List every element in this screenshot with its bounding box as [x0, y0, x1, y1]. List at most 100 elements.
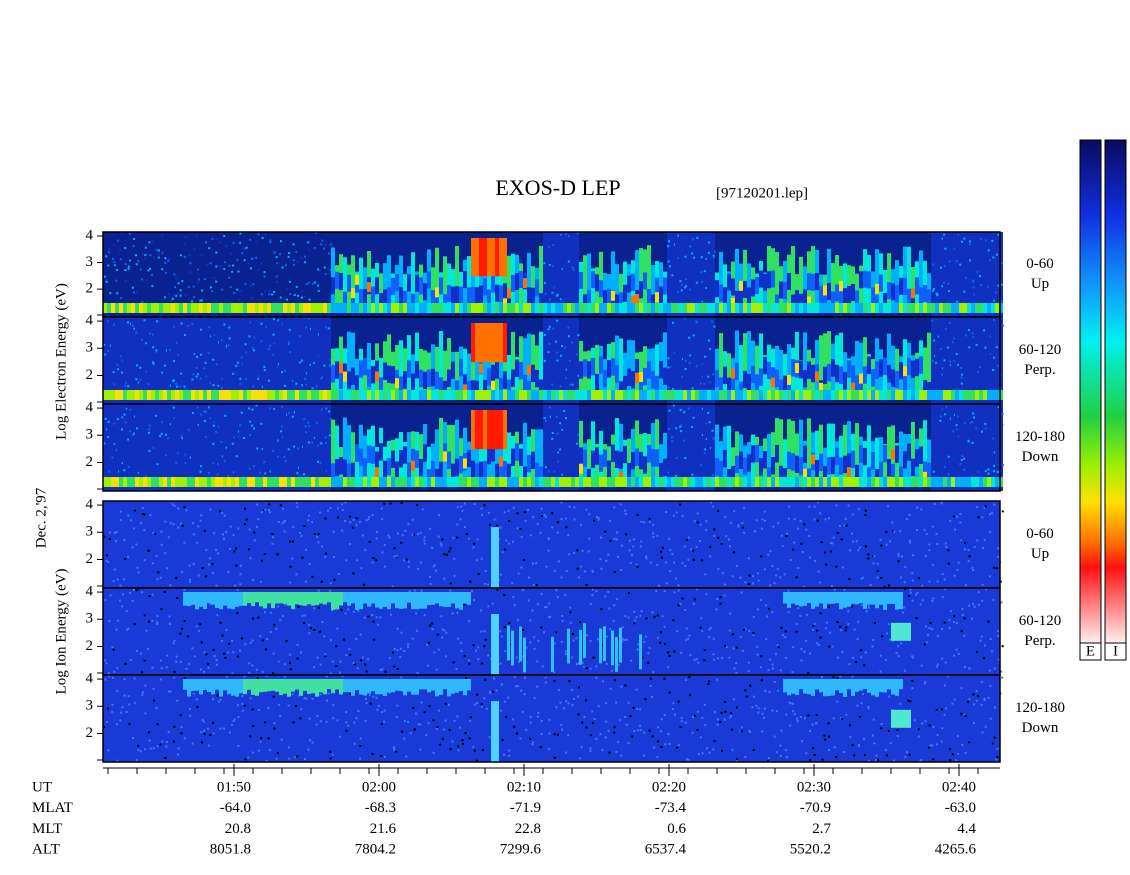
cell [323, 635, 326, 638]
cell [420, 701, 423, 704]
cell [281, 405, 284, 408]
cell [169, 690, 172, 693]
cell [144, 684, 147, 687]
cell [624, 684, 627, 687]
cell [759, 666, 762, 669]
cell [735, 362, 739, 381]
cell [459, 641, 462, 644]
cell [396, 704, 399, 707]
cell [699, 232, 703, 317]
cell [359, 659, 362, 662]
cell [113, 670, 116, 673]
cell [105, 559, 108, 562]
cell [387, 365, 391, 383]
cell [255, 256, 258, 259]
cell [912, 554, 915, 557]
cell [811, 390, 815, 400]
cell [755, 345, 759, 400]
cell [595, 477, 599, 487]
cell [741, 649, 744, 652]
cell [311, 282, 314, 285]
cell [548, 718, 551, 721]
cell [863, 270, 867, 288]
cell [609, 539, 612, 542]
cell [249, 433, 252, 436]
cell [903, 477, 907, 487]
cell [523, 693, 526, 696]
cell [709, 461, 712, 464]
cell [567, 390, 571, 400]
cell [144, 254, 147, 257]
cell [548, 406, 551, 409]
cell [507, 293, 511, 311]
cell [555, 477, 559, 487]
cell [161, 234, 164, 237]
cell [595, 737, 598, 740]
cell [316, 715, 319, 718]
cell [195, 317, 199, 404]
cell [551, 336, 554, 339]
cell [325, 469, 328, 472]
cell [861, 604, 864, 607]
cell [971, 477, 975, 487]
cell [677, 257, 680, 260]
cell [311, 390, 315, 400]
cell [468, 620, 471, 623]
cell [607, 729, 610, 732]
cell [272, 353, 275, 356]
cell [743, 628, 746, 631]
cell [281, 436, 284, 439]
cell [763, 303, 767, 313]
cell [992, 288, 995, 291]
cell [607, 303, 611, 313]
cell [288, 757, 291, 760]
cell [691, 238, 694, 241]
cell [313, 436, 316, 439]
cell [700, 438, 703, 441]
cell [495, 410, 499, 450]
cell [540, 719, 543, 722]
cell [971, 441, 974, 444]
cell [187, 592, 191, 607]
cell [808, 535, 811, 538]
cell [259, 477, 263, 487]
cell [115, 365, 118, 368]
cell [139, 366, 142, 369]
cell [367, 282, 371, 293]
cell [175, 477, 179, 487]
cell [207, 744, 210, 747]
cell [161, 421, 164, 424]
cell [343, 679, 347, 693]
cell [243, 390, 247, 400]
cell [823, 303, 827, 313]
cell [851, 605, 854, 608]
cell [327, 692, 330, 695]
cell [124, 421, 127, 424]
cell [161, 740, 164, 743]
cell [908, 513, 911, 516]
cell [311, 575, 314, 578]
cell [128, 232, 131, 235]
cell [391, 390, 395, 400]
cell [615, 294, 619, 312]
cell [801, 551, 804, 554]
cell [979, 390, 983, 400]
cell [845, 524, 848, 527]
cell [692, 558, 695, 561]
cell [735, 671, 738, 674]
cell [551, 637, 554, 672]
cell [107, 404, 111, 491]
cell [775, 369, 779, 388]
cell [931, 248, 934, 251]
cell [143, 440, 146, 443]
cell [783, 468, 787, 486]
cell [128, 703, 131, 706]
cell [931, 525, 934, 528]
cell [172, 523, 175, 526]
cell [671, 390, 675, 400]
cell [548, 732, 551, 735]
cell [708, 751, 711, 754]
cell [953, 300, 956, 303]
cell [399, 450, 403, 468]
cell [473, 749, 476, 752]
